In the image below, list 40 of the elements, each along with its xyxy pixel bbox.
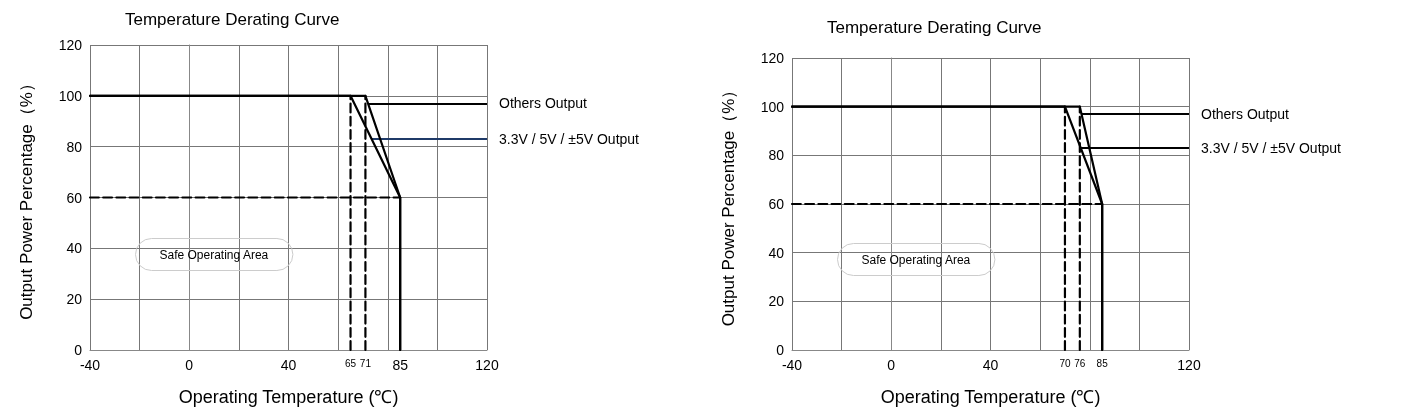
x-tick-label: 85 [1096, 357, 1109, 369]
y-axis-title: Output Power Percentage（%） [719, 81, 738, 327]
y-tick-label: 60 [768, 196, 785, 212]
y-tick-label: 100 [58, 87, 83, 104]
y-tick-label: 20 [768, 293, 785, 310]
y-tick-label: 0 [776, 342, 785, 358]
x-tick-label: 85 [392, 357, 409, 373]
y-tick-label: 40 [66, 240, 83, 257]
y-tick-label: 120 [58, 37, 83, 53]
x-tick-label: -40 [79, 357, 101, 373]
y-tick-label: 40 [768, 244, 785, 261]
y-tick-label: 80 [66, 138, 83, 155]
x-tick-label: 71 [359, 357, 372, 369]
y-tick-label: 120 [760, 50, 785, 66]
y-tick-label: 100 [760, 98, 785, 115]
x-tick-label: 40 [280, 357, 297, 373]
x-tick-label: -40 [781, 357, 803, 373]
x-tick-label: 65 [344, 357, 357, 369]
x-tick-label: 120 [1177, 357, 1201, 373]
y-tick-label: 20 [66, 291, 83, 308]
annotation: Safe Operating Area [861, 252, 971, 267]
y-tick-label: 80 [768, 147, 785, 164]
x-tick-label: 0 [887, 357, 896, 373]
annotation: Safe Operating Area [159, 247, 269, 262]
x-tick-label: 0 [185, 357, 194, 373]
chart-title: Temperature Derating Curve [125, 10, 340, 29]
y-tick-label: 0 [74, 342, 83, 358]
text: Others Output [1201, 105, 1290, 122]
y-axis-title: Output Power Percentage（%） [17, 75, 36, 320]
y-tick-label: 60 [66, 189, 83, 206]
x-axis-title: Operating Temperature (℃) [880, 387, 1101, 407]
x-tick-label: 40 [982, 357, 999, 373]
chart-title: Temperature Derating Curve [827, 18, 1042, 37]
text: 3.3V / 5V / ±5V Output [1201, 139, 1342, 156]
text: Others Output [499, 95, 588, 112]
x-tick-label: 70 [1059, 357, 1071, 369]
text: 3.3V / 5V / ±5V Output [499, 130, 640, 147]
x-tick-label: 120 [475, 357, 499, 373]
x-axis-title: Operating Temperature (℃) [178, 387, 399, 407]
x-tick-label: 76 [1074, 357, 1086, 369]
